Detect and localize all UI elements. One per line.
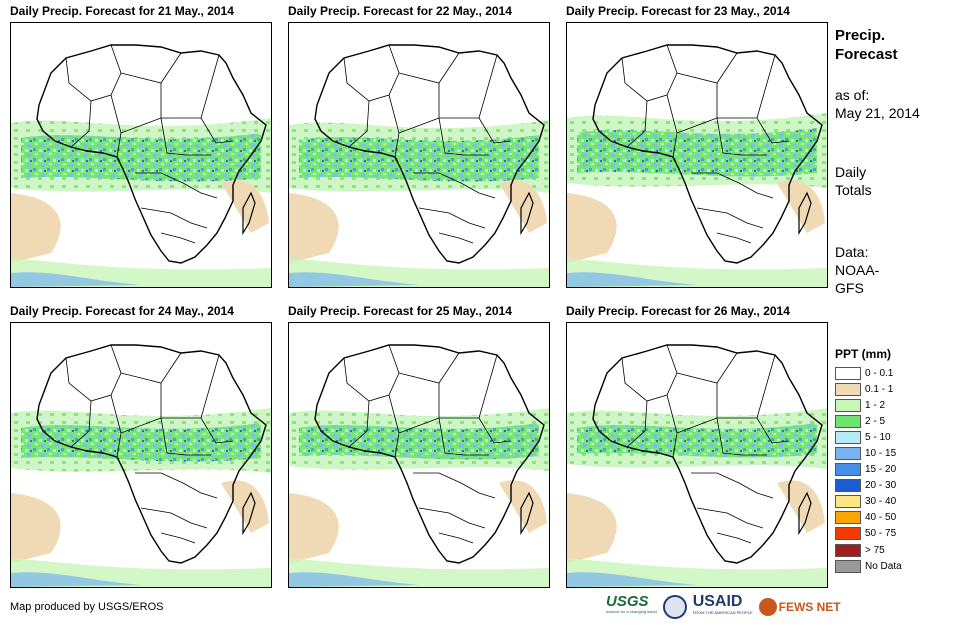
heading-line1: Precip.	[835, 27, 886, 44]
panel-title: Daily Precip. Forecast for 21 May., 2014	[10, 4, 234, 18]
legend-swatch	[835, 543, 861, 557]
forecast-panel: Daily Precip. Forecast for 25 May., 2014	[288, 304, 550, 588]
legend-label: 40 - 50	[865, 512, 897, 524]
data-line2: NOAA-	[835, 262, 880, 278]
precip-map	[288, 22, 550, 288]
panel-title: Daily Precip. Forecast for 23 May., 2014	[566, 4, 790, 18]
data-line1: Data:	[835, 244, 869, 260]
legend-swatch	[835, 366, 861, 380]
legend-label: 2 - 5	[865, 415, 886, 427]
legend-heading: Precip. Forecast	[835, 26, 898, 64]
data-line3: GFS	[835, 280, 864, 296]
legend-item: 10 - 15	[835, 445, 902, 461]
legend-label: 50 - 75	[865, 528, 897, 540]
totals-line1: Daily	[835, 164, 867, 180]
logo-strip: USGS science for a changing world USAID …	[606, 594, 841, 620]
legend-swatch	[835, 414, 861, 428]
usaid-logo: USAID FROM THE AMERICAN PEOPLE	[692, 593, 753, 616]
forecast-panel: Daily Precip. Forecast for 22 May., 2014	[288, 4, 550, 288]
precip-map	[288, 322, 550, 588]
legend-title: PPT (mm)	[835, 347, 892, 361]
panel-title: Daily Precip. Forecast for 25 May., 2014	[288, 304, 512, 318]
totals-line2: Totals	[835, 182, 872, 198]
legend-label: 0 - 0.1	[865, 367, 894, 379]
forecast-panel: Daily Precip. Forecast for 24 May., 2014	[10, 304, 272, 588]
legend-swatch	[835, 527, 861, 541]
as-of-block: as of: May 21, 2014	[835, 86, 920, 122]
legend-label: 30 - 40	[865, 496, 897, 508]
legend-item: 0.1 - 1	[835, 381, 902, 397]
data-source-block: Data: NOAA- GFS	[835, 243, 879, 297]
legend-label: No Data	[865, 560, 902, 572]
legend-swatch	[835, 447, 861, 461]
panel-title: Daily Precip. Forecast for 24 May., 2014	[10, 304, 234, 318]
legend-swatch	[835, 559, 861, 573]
forecast-panel: Daily Precip. Forecast for 21 May., 2014	[10, 4, 272, 288]
precip-map	[10, 322, 272, 588]
as-of-date: May 21, 2014	[835, 105, 920, 121]
legend-label: > 75	[865, 544, 885, 556]
footer-credit: Map produced by USGS/EROS	[10, 601, 164, 613]
legend-item: > 75	[835, 542, 902, 558]
dhs-seal-icon	[662, 595, 687, 619]
forecast-panel: Daily Precip. Forecast for 23 May., 2014	[566, 4, 828, 288]
legend-label: 20 - 30	[865, 480, 897, 492]
precip-map	[10, 22, 272, 288]
legend-label: 5 - 10	[865, 431, 891, 443]
legend-swatch	[835, 511, 861, 525]
fews-net-logo: FEWS NET	[758, 598, 841, 616]
legend-item: 2 - 5	[835, 413, 902, 429]
legend-swatch	[835, 463, 861, 477]
usgs-logo: USGS science for a changing world	[606, 593, 657, 614]
legend-item: 15 - 20	[835, 462, 902, 478]
precip-map	[566, 322, 828, 588]
legend-item: 5 - 10	[835, 429, 902, 445]
legend-label: 0.1 - 1	[865, 383, 894, 395]
legend-label: 10 - 15	[865, 448, 897, 460]
legend-item: 50 - 75	[835, 526, 902, 542]
as-of-label: as of:	[835, 87, 870, 103]
heading-line2: Forecast	[835, 46, 898, 63]
legend-label: 1 - 2	[865, 399, 886, 411]
legend-swatch	[835, 382, 861, 396]
forecast-panel: Daily Precip. Forecast for 26 May., 2014	[566, 304, 828, 588]
fews-globe-icon	[758, 598, 777, 616]
precip-legend: PPT (mm) 0 - 0.1 0.1 - 1 1 - 2 2 - 5 5 - 10 1…	[835, 347, 902, 574]
precip-map	[566, 22, 828, 288]
totals-block: Daily Totals	[835, 163, 872, 199]
legend-item: 40 - 50	[835, 510, 902, 526]
panel-title: Daily Precip. Forecast for 26 May., 2014	[566, 304, 790, 318]
legend-label: 15 - 20	[865, 464, 897, 476]
legend-item: 0 - 0.1	[835, 365, 902, 381]
legend-item: 30 - 40	[835, 494, 902, 510]
legend-swatch	[835, 495, 861, 509]
legend-item: 20 - 30	[835, 478, 902, 494]
legend-item: 1 - 2	[835, 397, 902, 413]
legend-swatch	[835, 398, 861, 412]
legend-swatch	[835, 479, 861, 493]
panel-title: Daily Precip. Forecast for 22 May., 2014	[288, 4, 512, 18]
legend-swatch	[835, 430, 861, 444]
legend-item: No Data	[835, 558, 902, 574]
